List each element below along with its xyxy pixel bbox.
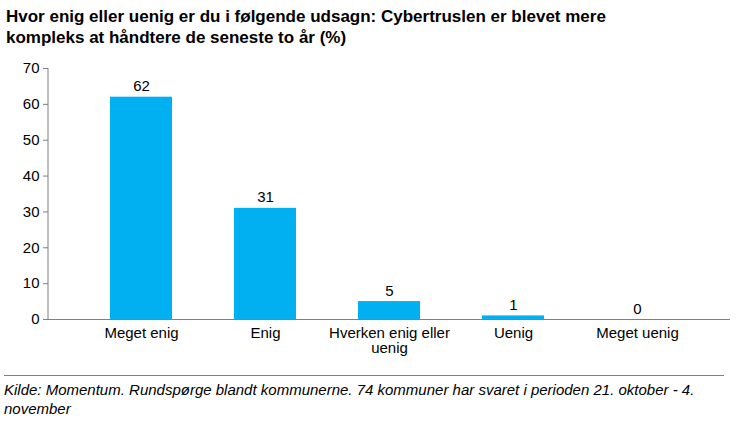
svg-text:60: 60 [23, 95, 40, 112]
svg-text:Meget enig: Meget enig [104, 324, 178, 341]
svg-text:50: 50 [23, 131, 40, 148]
svg-text:10: 10 [23, 274, 40, 291]
svg-text:Meget uenig: Meget uenig [596, 324, 679, 341]
svg-text:1: 1 [509, 296, 517, 313]
html-text:Kilde: Momentum. Rundspørge bl: Kilde: Momentum. Rundspørge blandt kommu… [4, 381, 695, 417]
svg-text:0: 0 [633, 300, 641, 317]
svg-text:0: 0 [31, 310, 39, 327]
svg-text:Hverken enig elleruenig: Hverken enig elleruenig [329, 324, 450, 356]
svg-text:62: 62 [133, 77, 150, 94]
html-text:Hvor enig eller uenig er du i: Hvor enig eller uenig er du i følgende u… [6, 7, 606, 47]
svg-text:70: 70 [23, 59, 40, 76]
svg-text:40: 40 [23, 167, 40, 184]
svg-text:Uenig: Uenig [494, 324, 533, 341]
svg-text:20: 20 [23, 239, 40, 256]
svg-text:30: 30 [23, 203, 40, 220]
svg-text:31: 31 [257, 188, 274, 205]
svg-text:Enig: Enig [250, 324, 280, 341]
svg-text:5: 5 [385, 282, 393, 299]
